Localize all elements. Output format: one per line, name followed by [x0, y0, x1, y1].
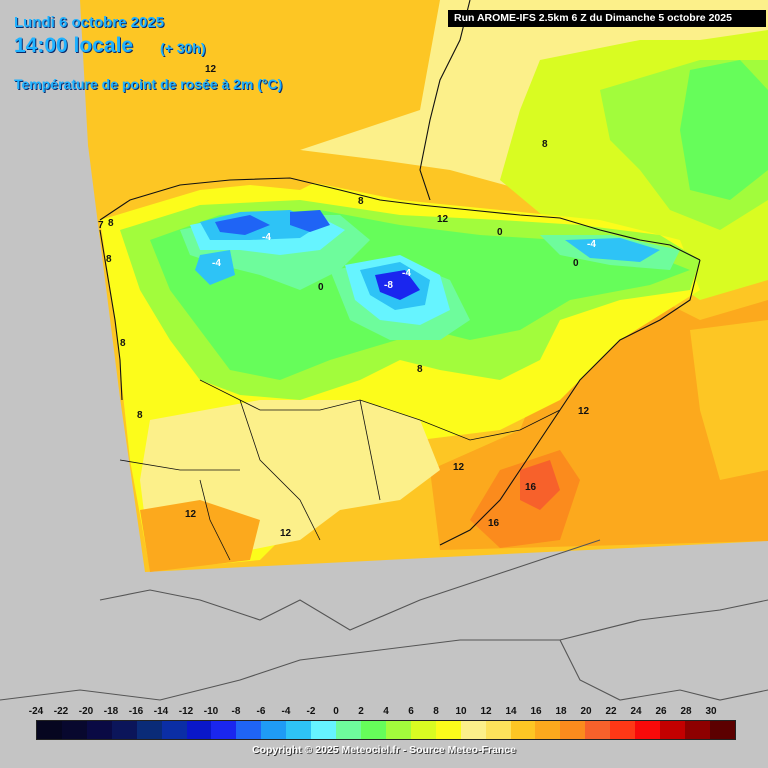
contour-label: 12 [437, 214, 449, 225]
legend-swatch [111, 721, 137, 739]
legend-swatch [61, 721, 87, 739]
legend-swatch [37, 721, 62, 739]
legend-swatch [660, 721, 685, 739]
contour-label: 12 [578, 406, 590, 417]
legend-label: -20 [78, 706, 94, 717]
contour-label: 0 [573, 258, 579, 269]
legend-label: 26 [655, 706, 667, 717]
legend-label: -14 [153, 706, 169, 717]
legend-label: -24 [28, 706, 44, 717]
contour-label: 16 [488, 518, 500, 529]
contour-label: 0 [497, 227, 503, 238]
contour-label: 0 [318, 282, 324, 293]
legend-label: 18 [555, 706, 567, 717]
legend-swatch [684, 721, 710, 739]
legend-label: 14 [505, 706, 517, 717]
legend-swatch [585, 721, 611, 739]
run-info: Run AROME-IFS 2.5km 6 Z du Dimanche 5 oc… [448, 10, 766, 27]
legend-swatch [560, 721, 586, 739]
legend-label: -4 [281, 706, 291, 717]
legend-swatch [635, 721, 661, 739]
contour-label: 8 [417, 364, 423, 375]
legend-swatch [211, 721, 237, 739]
legend-label: 20 [580, 706, 592, 717]
legend-label: 4 [383, 706, 389, 717]
legend-label: -16 [128, 706, 144, 717]
contour-label: 12 [453, 462, 465, 473]
contour-label: -8 [384, 280, 393, 291]
contour-label: 12 [205, 64, 217, 75]
legend-label: 28 [680, 706, 692, 717]
borders [0, 0, 768, 701]
legend-swatch [136, 721, 162, 739]
parameter-title: Température de point de rosée à 2m (°C) [14, 76, 283, 92]
contour-label: -4 [262, 232, 271, 243]
contour-labels: 12 8 8 -4 -4 0 -8 -4 0 -4 0 8 8 8 12 12 … [98, 64, 596, 539]
forecast-time: 14:00 locale [14, 34, 134, 57]
legend-swatch [311, 721, 337, 739]
legend-label: 24 [630, 706, 642, 717]
contour-label: 8 [120, 338, 126, 349]
legend-swatch [410, 721, 436, 739]
legend-label: -18 [103, 706, 119, 717]
legend-label: 12 [480, 706, 492, 717]
contour-label: -4 [402, 268, 411, 279]
legend-label: -2 [306, 706, 316, 717]
legend-swatch [336, 721, 361, 739]
contour-label: 7 [98, 220, 104, 231]
legend-swatch [435, 721, 461, 739]
legend-label: 16 [530, 706, 542, 717]
legend-label: -10 [203, 706, 219, 717]
contour-label: 8 [137, 410, 143, 421]
legend-label: -12 [178, 706, 194, 717]
legend-label: -6 [256, 706, 266, 717]
contour-label: -4 [587, 239, 596, 250]
legend-swatch [286, 721, 312, 739]
legend-swatch [86, 721, 112, 739]
forecast-date: Lundi 6 octobre 2025 [14, 14, 165, 31]
contour-label: 8 [358, 196, 364, 207]
legend-swatch [510, 721, 536, 739]
legend-label: 10 [455, 706, 467, 717]
contour-label: 12 [280, 528, 292, 539]
contour-label: 8 [542, 139, 548, 150]
legend-swatch [610, 721, 636, 739]
legend-label: 6 [408, 706, 414, 717]
legend-swatch [485, 721, 511, 739]
legend-swatch [161, 721, 187, 739]
contour-label: 8 [106, 254, 112, 265]
model-domain [80, 0, 768, 572]
contour-label: -4 [212, 258, 221, 269]
legend-label: 30 [705, 706, 717, 717]
legend-swatch [261, 721, 287, 739]
legend-swatch [360, 721, 386, 739]
legend-swatch [186, 721, 212, 739]
legend-label: 8 [433, 706, 439, 717]
contour-label: 12 [185, 509, 197, 520]
contour-label: 16 [525, 482, 537, 493]
contour-label: 8 [108, 218, 114, 229]
legend-labels: -24 -22 -20 -18 -16 -14 -12 -10 -8 -6 -4 -2 0 2 4 6 8 10 1… [24, 706, 748, 720]
legend-swatch [535, 721, 561, 739]
legend-label: 22 [605, 706, 617, 717]
legend-label: 0 [333, 706, 339, 717]
legend-label: -8 [231, 706, 241, 717]
legend-label: -22 [53, 706, 69, 717]
legend-swatch [385, 721, 411, 739]
color-scale-bar [36, 720, 736, 740]
legend-swatch [709, 721, 735, 739]
legend-swatch [236, 721, 262, 739]
copyright-text: Copyright © 2025 Meteociel.fr - Source M… [252, 744, 516, 756]
legend-label: 2 [358, 706, 364, 717]
legend-swatch [460, 721, 486, 739]
forecast-offset: (+ 30h) [160, 40, 206, 56]
